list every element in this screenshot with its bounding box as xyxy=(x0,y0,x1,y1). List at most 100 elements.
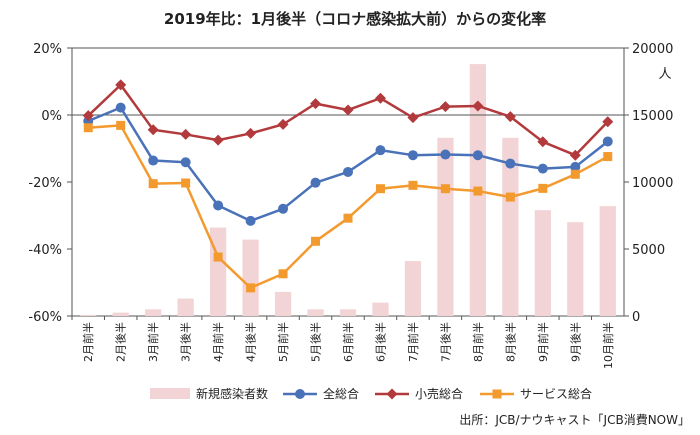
category-labels: 2月前半 2月後半 3月前半 3月後半 4月前半 4月後半 5月前半 5月後半 6月前半 6月後半… xyxy=(71,316,615,369)
line-retail-path xyxy=(87,83,609,157)
line-service-point xyxy=(375,184,385,194)
bar-new-cases xyxy=(177,298,194,316)
line-service-point xyxy=(83,123,93,133)
left-tick-label: 20% xyxy=(33,42,62,57)
line-retail-point xyxy=(180,128,192,140)
line-service-point xyxy=(538,183,548,193)
left-axis-ticks: 20% 0% -20% -40% -60% xyxy=(28,42,72,325)
bar-new-cases xyxy=(274,291,292,316)
line-service-point xyxy=(246,283,256,293)
line-service-point xyxy=(343,213,353,223)
bar-new-cases xyxy=(599,206,616,316)
bars-layer xyxy=(80,64,616,316)
legend-swatch-new-cases xyxy=(150,388,190,399)
category-label: 10月前半 xyxy=(601,322,615,369)
legend-label-new-cases: 新規感染者数 xyxy=(196,386,268,401)
line-service-point xyxy=(148,179,158,189)
right-axis-ticks: 20000 15000 10000 5000 0 xyxy=(624,42,673,325)
category-label: 2月前半 xyxy=(81,322,95,362)
legend-label-line-all: 全総合 xyxy=(323,386,359,401)
category-label: 4月前半 xyxy=(211,322,225,362)
line-service-point xyxy=(440,184,450,194)
left-tick-label: -40% xyxy=(28,243,62,258)
category-label: 6月前半 xyxy=(341,322,355,362)
right-tick-label: 10000 xyxy=(632,176,673,191)
line-retail-point xyxy=(602,116,614,128)
line-retail-point xyxy=(472,100,484,112)
legend-label-line-service: サービス総合 xyxy=(520,386,592,401)
category-label: 7月後半 xyxy=(438,322,452,362)
line-all-point xyxy=(343,166,353,177)
line-all-point xyxy=(602,136,613,147)
line-all-point xyxy=(278,203,289,214)
category-label: 3月前半 xyxy=(146,322,160,362)
bar-new-cases xyxy=(567,222,584,316)
right-axis-unit: 人 xyxy=(658,67,671,82)
line-retail-point xyxy=(245,127,257,139)
line-all-point xyxy=(407,150,418,161)
bar-new-cases xyxy=(210,227,227,316)
line-service-point xyxy=(311,236,321,246)
category-label: 2月後半 xyxy=(114,322,128,362)
category-label: 8月後半 xyxy=(503,322,517,362)
line-all-point xyxy=(440,149,451,160)
line-all-point xyxy=(505,158,516,169)
line-retail-point xyxy=(537,136,549,148)
line-retail-point xyxy=(407,112,419,124)
line-all-point xyxy=(245,215,256,226)
line-retail-point xyxy=(439,101,451,113)
line-service-point xyxy=(570,169,580,179)
bar-new-cases xyxy=(242,239,259,316)
bar-new-cases xyxy=(80,314,97,316)
category-label: 9月前半 xyxy=(536,322,550,362)
right-tick-label: 0 xyxy=(632,310,640,325)
bar-new-cases xyxy=(112,312,129,316)
source-note: 出所：JCB/ナウキャスト「JCB消費NOW」 xyxy=(459,412,690,427)
bar-new-cases xyxy=(145,309,162,316)
line-all-point xyxy=(537,163,548,174)
line-service-point xyxy=(408,180,418,190)
line-service-point xyxy=(473,186,483,196)
category-label: 6月後半 xyxy=(373,322,387,362)
legend: 新規感染者数 全総合 小売総合 サービス総合 xyxy=(150,386,592,401)
line-retail-point xyxy=(82,110,94,122)
left-tick-label: -20% xyxy=(28,176,62,191)
category-label: 3月後半 xyxy=(179,322,193,362)
line-service-path xyxy=(88,124,609,290)
category-label: 4月後半 xyxy=(244,322,258,362)
line-all-point xyxy=(570,161,581,172)
bar-new-cases xyxy=(307,309,324,316)
line-retail-point xyxy=(310,98,322,110)
line-all-point xyxy=(375,145,386,156)
line-all-point xyxy=(213,200,224,211)
legend-marker-line-all xyxy=(295,389,305,399)
line-service-point xyxy=(116,120,126,130)
line-all-point xyxy=(472,150,483,161)
line-all-path xyxy=(87,106,609,223)
legend-marker-line-service xyxy=(492,389,502,399)
legend-marker-line-retail xyxy=(386,388,398,400)
line-retail-point xyxy=(342,104,354,116)
line-retail-point xyxy=(504,111,516,123)
line-retail-point xyxy=(277,118,289,130)
line-service-point xyxy=(603,152,613,162)
right-tick-label: 15000 xyxy=(632,109,673,124)
bar-new-cases xyxy=(437,137,454,316)
right-tick-label: 20000 xyxy=(632,42,673,57)
left-tick-label: -60% xyxy=(28,310,62,325)
line-retail-point xyxy=(569,149,581,161)
bar-new-cases xyxy=(534,210,551,316)
category-label: 5月前半 xyxy=(276,322,290,362)
line-all-point xyxy=(148,155,159,166)
category-label: 5月後半 xyxy=(309,322,323,362)
left-tick-label: 0% xyxy=(41,109,62,124)
right-tick-label: 5000 xyxy=(632,243,665,258)
line-all-point xyxy=(180,157,191,168)
line-service-point xyxy=(278,269,288,279)
bar-new-cases xyxy=(404,261,422,316)
bar-new-cases xyxy=(339,309,357,316)
line-retail-point xyxy=(374,92,386,104)
lines-layer xyxy=(82,79,614,293)
line-retail-point xyxy=(115,79,127,91)
